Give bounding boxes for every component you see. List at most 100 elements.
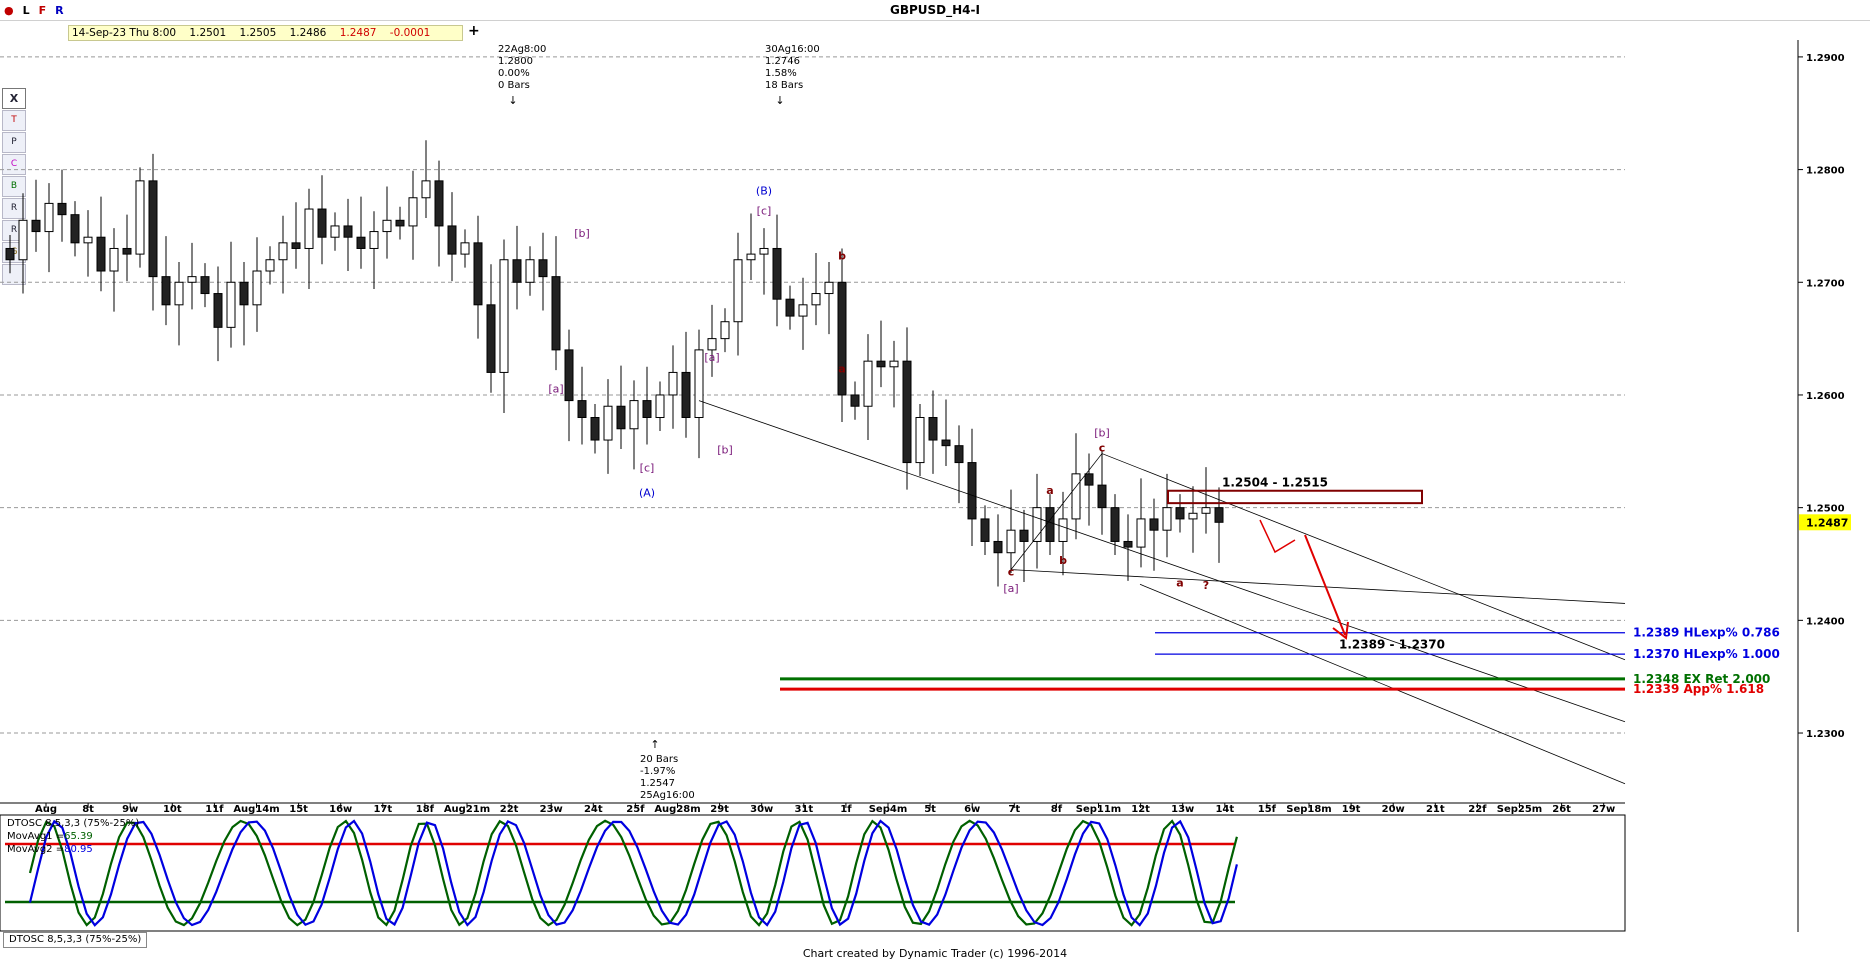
candle-body — [824, 281, 834, 295]
candle-body — [252, 270, 262, 306]
wave-label: (A) — [639, 486, 655, 499]
level-label: 1.2348 EX Ret 2.000 — [1633, 672, 1770, 686]
trendline-tool-icon[interactable]: T — [2, 110, 26, 131]
quote-open: 1.2501 — [189, 27, 227, 39]
quote-change: -0.0001 — [389, 27, 431, 39]
candle-body — [226, 281, 236, 328]
x-tick-label: Sep18m — [1286, 804, 1331, 815]
range-label-line: 1.2547 — [640, 778, 675, 789]
osc-movavg2: MovAvg2 =80.95 — [7, 844, 93, 855]
osc-title: DTOSC 8,5,3,3 (75%-25%) — [7, 818, 140, 829]
candle-body — [57, 202, 67, 216]
candle-body — [512, 259, 522, 283]
ratio-tool-icon[interactable]: R — [2, 198, 26, 219]
candle-body — [148, 180, 158, 278]
candle-body — [1071, 473, 1081, 520]
candle-body — [395, 219, 405, 227]
candle-body — [434, 180, 444, 227]
x-tick-label: Aug14m — [233, 804, 279, 815]
candle-body — [265, 259, 275, 272]
wave-label: [c] — [640, 462, 655, 475]
wave-label: ? — [1203, 579, 1209, 592]
candle-body — [304, 208, 314, 249]
channel-line — [1101, 453, 1626, 661]
band-tool-icon[interactable]: B — [2, 176, 26, 197]
x-tick-label: 26t — [1552, 804, 1571, 815]
candle-body — [1019, 529, 1029, 542]
x-tick-label: 5t — [924, 804, 936, 815]
wave-label: a — [1046, 484, 1053, 497]
projection-arrow — [1304, 534, 1346, 636]
candle-body — [759, 247, 769, 255]
range-label-line: 1.58% — [765, 68, 797, 79]
y-tick-label: 1.2400 — [1806, 616, 1845, 627]
x-tick-label: Aug21m — [444, 804, 490, 815]
candle-body — [1123, 540, 1133, 548]
x-tick-label: 8f — [1051, 804, 1063, 815]
grid-tool-icon[interactable] — [2, 264, 26, 285]
candle-body — [785, 298, 795, 317]
osc-movavg2-line — [28, 819, 1238, 927]
candle-body — [499, 259, 509, 373]
candle-body — [31, 219, 41, 233]
range-arrow: ↓ — [775, 94, 784, 107]
candle-body — [1162, 507, 1172, 531]
channel-line — [1010, 569, 1626, 604]
zone-label: 1.2389 - 1.2370 — [1339, 638, 1445, 652]
candle-body — [1045, 507, 1055, 542]
candle-body — [135, 180, 145, 255]
candle-body — [486, 304, 496, 373]
candle-body — [109, 247, 119, 272]
wave-label: [c] — [757, 205, 772, 218]
x-tick-label: 1f — [840, 804, 852, 815]
candle-body — [447, 225, 457, 255]
x-tick-label: 16w — [329, 804, 352, 815]
range-label-line: 1.2746 — [765, 56, 800, 67]
level-label: 1.2339 App% 1.618 — [1633, 682, 1764, 696]
candle-body — [551, 276, 561, 351]
x-tick-label: 15t — [289, 804, 308, 815]
x-tick-label: 14t — [1215, 804, 1234, 815]
candle-body — [18, 219, 28, 261]
candle-body — [460, 242, 470, 255]
y-tick-label: 1.2300 — [1806, 729, 1845, 740]
toolbar-f-button[interactable]: F — [38, 4, 47, 17]
y-tick-label: 1.2800 — [1806, 166, 1845, 177]
candle-body — [1006, 529, 1016, 554]
x-tick-label: 30w — [750, 804, 773, 815]
toolbar-r-button[interactable]: R — [55, 4, 64, 17]
candle-body — [1175, 507, 1185, 520]
candle-body — [317, 208, 327, 238]
osc-movavg1: MovAvg1 =65.39 — [7, 831, 93, 842]
toolbar-l-button[interactable]: L — [22, 4, 30, 17]
x-tick-label: 7t — [1008, 804, 1020, 815]
candle-body — [850, 394, 860, 407]
title-bar: GBPUSD_H4-I — [0, 0, 1870, 21]
candle-body — [174, 281, 184, 306]
parallel-tool-icon[interactable]: P — [2, 132, 26, 153]
oscillator-tab[interactable]: DTOSC 8,5,3,3 (75%-25%) — [3, 932, 148, 948]
x-tick-label: 18f — [416, 804, 435, 815]
range-label-line: 0 Bars — [498, 80, 530, 91]
x-tick-label: Sep25m — [1497, 804, 1542, 815]
quote-readout: 14-Sep-23 Thu 8:00 1.2501 1.2505 1.2486 … — [68, 25, 463, 41]
record-dot-icon[interactable]: ● — [4, 4, 14, 17]
range-label-line: 1.2800 — [498, 56, 533, 67]
chart-toolbar: ● L F R — [4, 4, 64, 17]
candle-body — [1149, 518, 1159, 531]
add-chart-button[interactable]: + — [468, 23, 480, 39]
oscillator-legend: DTOSC 8,5,3,3 (75%-25%) MovAvg1 =65.39 M… — [7, 817, 139, 856]
candle-body — [1201, 507, 1211, 514]
candle-body — [291, 242, 301, 249]
candle-body — [876, 360, 886, 368]
candle-body — [421, 180, 431, 199]
candle-body — [655, 394, 665, 418]
chart-title: GBPUSD_H4-I — [890, 3, 980, 17]
candle-body — [902, 360, 912, 464]
close-tools-icon[interactable]: X — [2, 88, 26, 109]
y-tick-label: 1.2700 — [1806, 278, 1845, 289]
candle-body — [44, 202, 54, 233]
candle-body — [70, 214, 80, 244]
quote-datetime: 14-Sep-23 Thu 8:00 — [72, 27, 177, 39]
